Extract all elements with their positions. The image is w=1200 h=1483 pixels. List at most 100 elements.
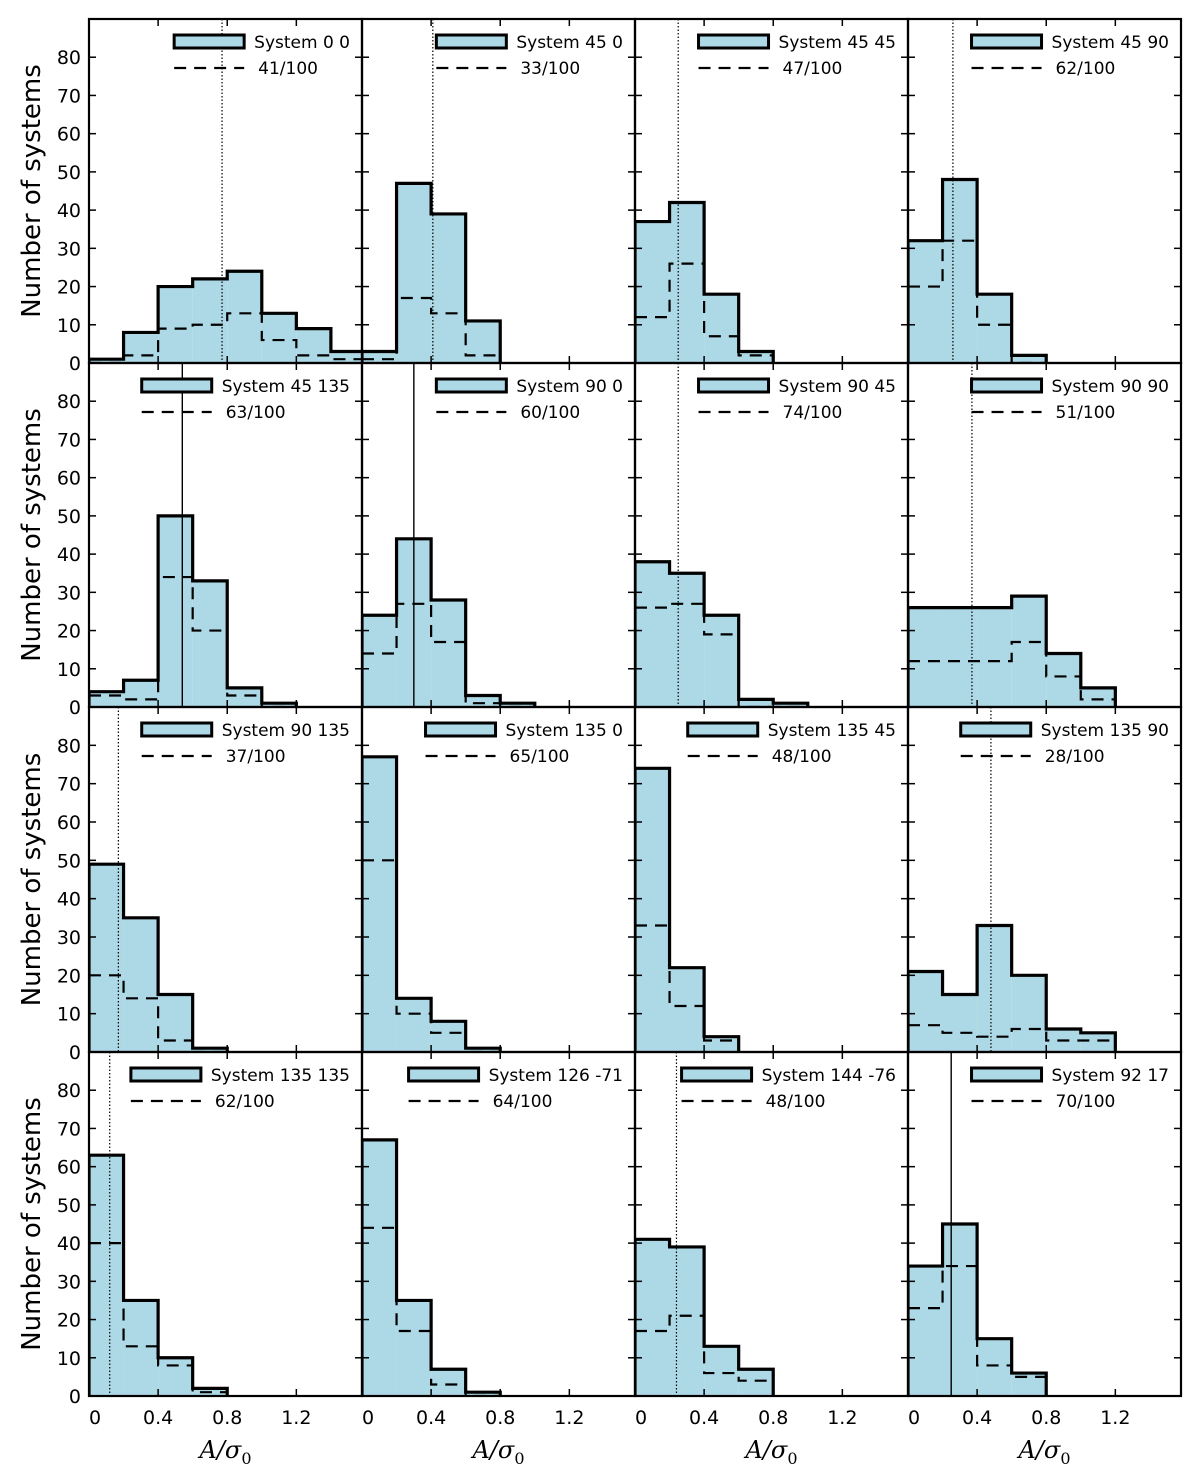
panel-2: System 45 0 33/100 xyxy=(360,17,637,365)
x-tick-label: 1.2 xyxy=(281,1407,311,1429)
y-tick-label: 20 xyxy=(57,621,81,643)
histogram-bar xyxy=(362,615,397,707)
histogram-step-outline xyxy=(89,269,362,363)
x-tick-label: 0.8 xyxy=(485,1407,515,1429)
legend: System 45 90 62/100 xyxy=(970,33,1169,79)
plot-area xyxy=(635,766,741,1052)
legend-swatch-filled xyxy=(434,377,508,394)
legend-swatch-filled xyxy=(424,721,498,738)
histogram-bar xyxy=(942,1224,978,1396)
legend-swatch-filled xyxy=(697,377,771,394)
x-tick-label: 0 xyxy=(908,1407,920,1429)
histogram-bar xyxy=(1011,1373,1047,1396)
plot-area xyxy=(908,707,1117,1052)
x-axis-title-main: A/σ xyxy=(1017,1436,1061,1464)
legend-title: System 45 90 xyxy=(1052,33,1169,53)
histogram-bar xyxy=(296,328,331,363)
legend-ratio: 51/100 xyxy=(1056,403,1116,423)
histogram-bar xyxy=(773,703,808,707)
histogram-bar xyxy=(465,320,501,363)
histogram-bar xyxy=(977,925,1012,1052)
legend-swatch-filled xyxy=(970,33,1044,50)
legend: System 45 45 47/100 xyxy=(697,33,896,79)
histogram-step-outline xyxy=(635,1237,775,1396)
histogram-bar xyxy=(431,1021,466,1052)
x-tick-label: 0.4 xyxy=(689,1407,719,1429)
histogram-bar xyxy=(669,202,705,363)
histogram-bar xyxy=(635,221,670,363)
x-tick-label: 1.2 xyxy=(827,1407,857,1429)
histogram-bar xyxy=(977,607,1012,707)
y-tick-label: 20 xyxy=(57,277,81,299)
legend: System 92 17 70/100 xyxy=(970,1066,1169,1112)
histogram-bar xyxy=(908,971,943,1052)
dashed-step-line xyxy=(908,640,1116,701)
legend-ratio: 74/100 xyxy=(783,403,843,423)
histogram-bar xyxy=(123,332,159,363)
histogram-bar xyxy=(89,1155,124,1396)
legend-ratio: 37/100 xyxy=(226,747,286,767)
y-tick-label: 0 xyxy=(69,1386,81,1408)
legend-title: System 92 17 xyxy=(1052,1066,1169,1086)
y-tick-label: 70 xyxy=(57,1118,81,1140)
x-tick-label: 0.4 xyxy=(416,1407,446,1429)
panel-5: 0 10 20 30 40 50 60 70 80 Number of systems System… xyxy=(17,361,364,719)
histogram-step-outline xyxy=(908,594,1117,707)
y-tick-label: 0 xyxy=(69,353,81,375)
y-tick-label: 20 xyxy=(57,1310,81,1332)
histogram-bar xyxy=(123,680,159,707)
histogram-bar xyxy=(465,695,501,707)
histogram-step-outline xyxy=(635,200,775,363)
legend-title: System 135 0 xyxy=(506,721,623,741)
plot-area xyxy=(89,19,362,363)
legend-ratio: 60/100 xyxy=(520,403,580,423)
histogram-bar xyxy=(942,994,978,1052)
histogram-bar xyxy=(500,703,535,707)
histogram-bar xyxy=(1011,355,1047,363)
legend-swatch-filled xyxy=(140,377,214,394)
legend-ratio: 63/100 xyxy=(226,403,286,423)
y-tick-label: 10 xyxy=(57,659,81,681)
histogram-bar xyxy=(89,864,124,1052)
legend-title: System 135 45 xyxy=(768,721,896,741)
histogram-bar xyxy=(396,1300,432,1396)
x-axis-title: A/σ0 xyxy=(471,1436,525,1468)
x-tick-label: 1.2 xyxy=(554,1407,584,1429)
histogram-step-outline xyxy=(908,923,1117,1052)
legend-ratio: 70/100 xyxy=(1056,1092,1116,1112)
histogram-bar xyxy=(669,573,705,707)
dashed-step-line xyxy=(908,1264,1047,1378)
histogram-bar xyxy=(465,1048,501,1052)
x-axis-title-subscript: 0 xyxy=(241,1449,251,1468)
histogram-bar xyxy=(362,1139,397,1396)
legend: System 126 -71 64/100 xyxy=(407,1066,623,1112)
x-axis-title-main: A/σ xyxy=(198,1436,242,1464)
y-tick-label: 70 xyxy=(57,85,81,107)
histogram-bar xyxy=(704,1036,739,1052)
histogram-step-outline xyxy=(635,766,741,1052)
y-axis-title: Number of systems xyxy=(17,753,47,1007)
y-tick-label: 60 xyxy=(57,1157,81,1179)
legend-title: System 126 -71 xyxy=(489,1066,623,1086)
y-tick-label: 30 xyxy=(57,1271,81,1293)
x-axis-title: A/σ0 xyxy=(198,1436,252,1468)
y-tick-label: 40 xyxy=(57,544,81,566)
legend: System 135 90 28/100 xyxy=(959,721,1169,767)
histogram-step-outline xyxy=(362,755,502,1052)
legend-swatch-filled xyxy=(959,721,1033,738)
dashed-step-line xyxy=(362,296,501,361)
y-tick-label: 40 xyxy=(57,889,81,911)
plot-area xyxy=(362,1138,502,1396)
legend-ratio: 48/100 xyxy=(766,1092,826,1112)
panel-4: System 45 90 62/100 xyxy=(906,17,1183,365)
y-tick-label: 40 xyxy=(57,200,81,222)
y-tick-label: 20 xyxy=(57,965,81,987)
x-tick-label: 0 xyxy=(362,1407,374,1429)
legend-title: System 90 45 xyxy=(779,377,896,397)
histogram-step-outline xyxy=(362,537,537,707)
histogram-bar xyxy=(123,917,159,1052)
legend: System 135 135 62/100 xyxy=(129,1066,350,1112)
